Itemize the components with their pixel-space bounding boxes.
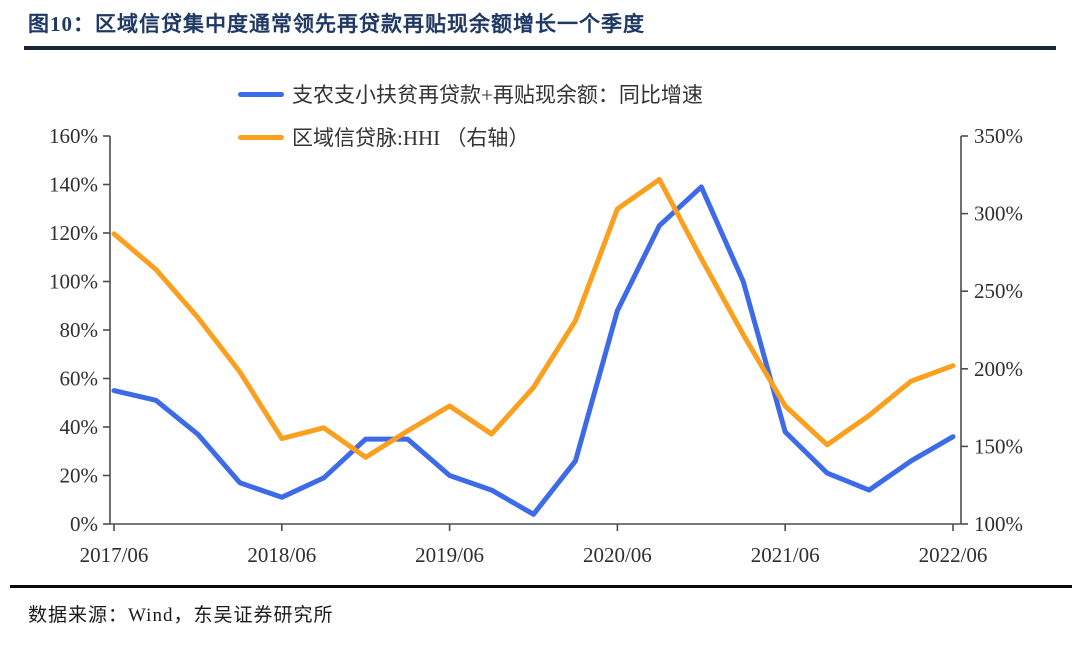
x-axis-tick-label: 2018/06 [247,543,316,567]
right-axis-tick-label: 350% [974,124,1023,148]
data-source: 数据来源：Wind，东吴证券研究所 [28,605,334,626]
orange-line-swatch [238,134,284,140]
blue-series-line [111,184,956,517]
orange-series-line [111,177,956,460]
figure-title: 图10：区域信贷集中度通常领先再贷款再贴现余额增长一个季度 [28,12,645,36]
title-divider [24,46,1056,50]
x-axis-tick-label: 2021/06 [751,543,820,567]
right-axis-tick-label: 300% [974,202,1023,226]
left-axis-tick-label: 40% [60,415,99,439]
x-axis-tick-label: 2020/06 [583,543,652,567]
blue-line-swatch [238,91,284,97]
legend-item-relending-balance: 支农支小扶贫再贷款+再贴现余额：同比增速 [238,80,703,108]
x-axis-tick-label: 2017/06 [80,543,149,567]
dual-axis-line-chart: 0% 20% 40% 60% 80% 100% 120% 140% 160% 100% 150% 20… [49,124,1023,567]
left-axis-tick-label: 20% [60,464,99,488]
left-axis-tick-label: 80% [60,318,99,342]
legend-label-orange: 区域信贷脉:HHI （右轴） [292,126,530,150]
left-axis-tick-label: 100% [49,270,98,294]
legend-item-regional-credit-hhi: 区域信贷脉:HHI （右轴） [238,123,703,151]
right-axis-tick-label: 100% [974,512,1023,536]
right-axis-tick-label: 150% [974,434,1023,458]
footer-divider [10,585,1072,588]
right-axis-tick-label: 250% [974,279,1023,303]
chart-legend: 支农支小扶贫再贷款+再贴现余额：同比增速 区域信贷脉:HHI （右轴） [238,80,703,151]
left-axis-tick-label: 120% [49,221,98,245]
legend-label-blue: 支农支小扶贫再贷款+再贴现余额：同比增速 [292,83,703,107]
left-axis-tick-label: 60% [60,367,99,391]
left-axis-tick-label: 0% [70,512,98,536]
left-axis-tick-label: 140% [49,173,98,197]
left-axis-tick-label: 160% [49,124,98,148]
right-axis-tick-label: 200% [974,357,1023,381]
x-axis-tick-label: 2022/06 [919,543,988,567]
x-axis-tick-label: 2019/06 [415,543,484,567]
